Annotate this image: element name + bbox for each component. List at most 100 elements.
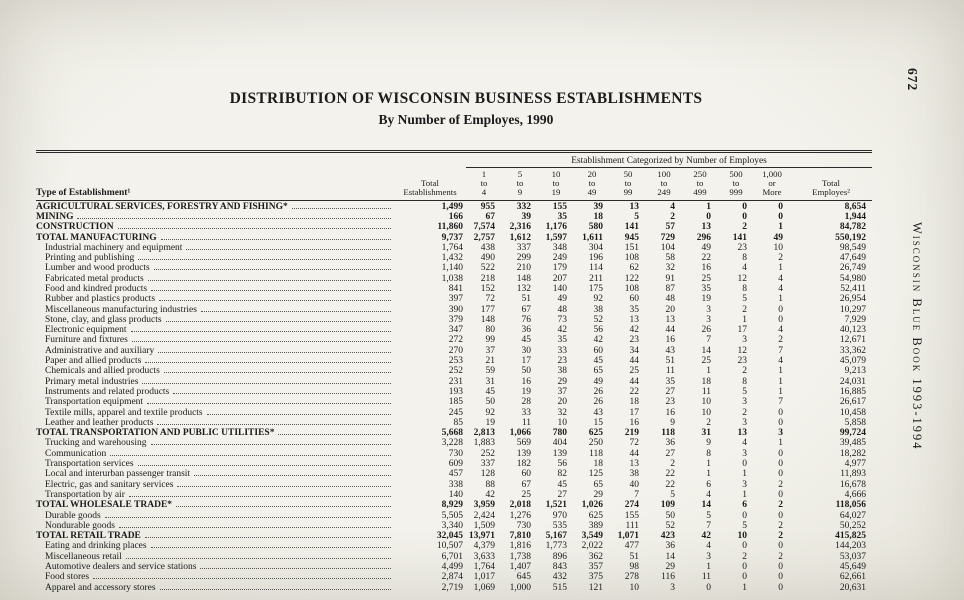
cell-total-establishments: 245 [448,407,463,418]
cell-size-class: 4 [670,201,675,212]
cell-size-class: 1,883 [473,438,495,449]
row-label: Local and interurban passenger transit [45,469,191,480]
row-label: Primary metal industries [45,376,139,387]
cell-size-class: 67 [521,304,532,315]
cell-size-class: 1 [742,582,747,593]
cell-size-class: 12 [737,345,748,356]
cell-size-class: 625 [588,510,603,521]
cell-size-class: 14 [701,345,712,356]
cell-total-establishments: 252 [448,366,463,377]
cell-size-class: 4 [706,541,711,552]
cell-size-class: 1 [706,562,711,572]
cell-size-class: 49 [773,232,784,243]
cell-size-class: 23 [665,397,676,408]
cell-size-class: 49 [593,376,604,387]
cell-size-class: 8 [742,283,747,294]
span-header: Establishment Categorized by Number of E… [466,153,872,168]
leader-dots [173,392,391,394]
cell-size-class: 4 [742,438,747,449]
cell-size-class: 58 [665,253,676,264]
cell-size-class: 45 [521,335,532,346]
cell-size-class: 0 [706,211,711,222]
cell-size-class: 44 [629,356,640,367]
cell-size-class: 114 [589,263,603,274]
cell-total-employes: 9,213 [844,366,866,377]
cell-total-establishments: 8,929 [441,500,463,511]
row-label: Eating and drinking places [45,541,147,552]
cell-size-class: 2,813 [473,428,495,439]
cell-size-class: 35 [701,283,712,294]
cell-size-class: 5 [670,489,675,500]
leader-dots [194,475,391,477]
cell-size-class: 29 [593,489,604,500]
cell-size-class: 45 [557,479,568,490]
cell-size-class: 730 [516,520,531,531]
leader-dots [159,300,391,302]
row-label: Food and kindred products [45,283,148,294]
cell-size-class: 48 [665,294,676,305]
cell-total-employes: 550,192 [835,232,866,243]
cell-size-class: 80 [485,325,496,336]
cell-size-class: 118 [589,448,603,459]
cell-size-class: 35 [629,304,640,315]
cell-size-class: 60 [593,345,604,356]
table-row: Textile mills, apparel and textile produ… [36,408,872,418]
cell-size-class: 92 [593,294,604,305]
cell-size-class: 4 [778,325,783,336]
cell-size-class: 4,379 [473,541,495,552]
cell-size-class: 8 [706,448,711,459]
cell-size-class: 19 [701,294,712,305]
cell-size-class: 27 [665,448,676,459]
cell-size-class: 42 [557,325,568,336]
cell-size-class: 17 [629,407,640,418]
cell-size-class: 23 [557,356,568,367]
cell-size-class: 23 [737,356,748,367]
cell-size-class: 111 [625,520,639,531]
cell-size-class: 177 [480,304,495,315]
cell-size-class: 36 [665,438,676,449]
row-label: Miscellaneous retail [45,551,122,562]
table-row: Nondurable goods 3,340 1,509 730 535 389 111 52… [36,521,872,531]
cell-size-class: 1 [778,294,783,305]
cell-size-class: 45 [593,356,604,367]
cell-size-class: 1,069 [473,582,495,593]
cell-size-class: 945 [624,232,639,243]
cell-size-class: 2,018 [509,500,531,511]
cell-size-class: 11 [701,572,711,583]
cell-total-establishments: 4,499 [441,562,463,572]
cell-size-class: 43 [665,345,676,356]
cell-size-class: 13 [701,222,712,233]
table-row: AGRICULTURAL SERVICES, FORESTRY AND FISH… [36,202,872,212]
cell-size-class: 22 [629,386,640,397]
cell-size-class: 0 [778,489,783,500]
cell-size-class: 5,167 [545,531,567,542]
cell-total-establishments: 1,499 [441,201,463,212]
cell-size-class: 18 [629,397,640,408]
cell-size-class: 3 [742,335,747,346]
leader-dots [165,320,391,322]
cell-total-establishments: 270 [448,345,463,356]
cell-total-employes: 62,661 [839,572,866,583]
table-row: Stone, clay, and glass products 379 148 76 7… [36,315,872,325]
leader-dots [118,526,391,528]
cell-size-class: 3 [742,479,747,490]
cell-total-employes: 64,027 [839,510,866,521]
cell-size-class: 20 [557,397,568,408]
cell-size-class: 122 [624,273,639,284]
row-label: Rubber and plastics products [45,294,156,305]
table-row: Transportation by air 140 42 25 27 29 7 5 4 1 0 4,6… [36,490,872,500]
cell-size-class: 31 [701,428,712,439]
cell-size-class: 1 [742,489,747,500]
cell-total-employes: 10,297 [839,304,866,315]
cell-size-class: 35 [665,376,676,387]
cell-size-class: 72 [485,294,496,305]
cell-size-class: 2 [706,417,711,428]
cell-total-employes: 98,549 [839,242,866,253]
leader-dots [131,341,391,343]
cell-total-establishments: 10,507 [436,541,463,552]
cell-size-class: 19 [521,386,532,397]
cell-size-class: 23 [737,242,748,253]
leader-dots [150,444,391,446]
cell-total-establishments: 6,701 [441,551,463,562]
cell-size-class: 38 [629,469,640,480]
